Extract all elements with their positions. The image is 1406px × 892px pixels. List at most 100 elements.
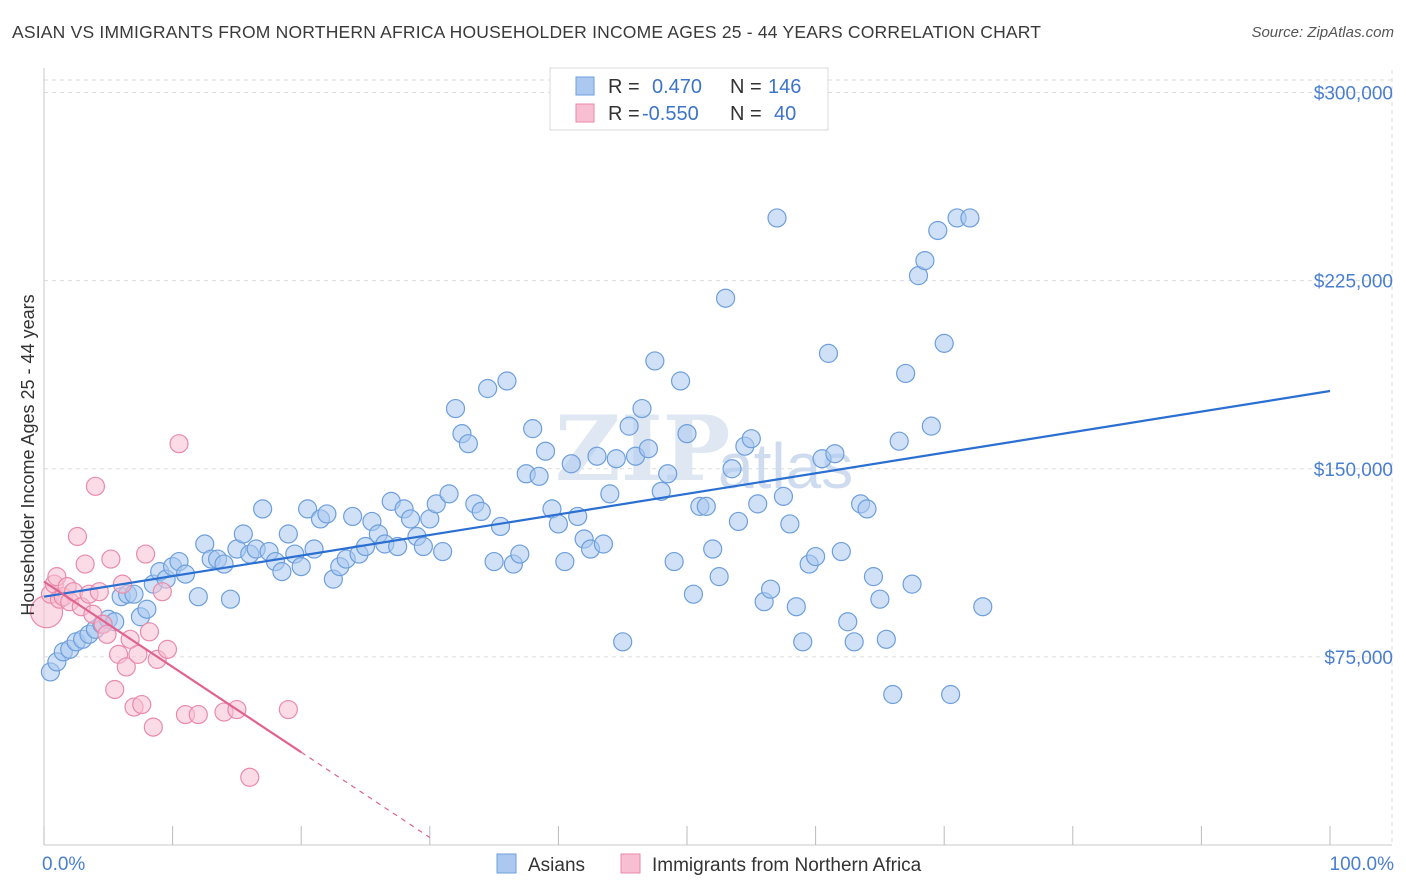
point-asians xyxy=(773,486,794,506)
point-nafrica xyxy=(89,582,109,602)
y-tick-label: $75,000 xyxy=(1324,648,1393,669)
point-asians xyxy=(291,556,311,577)
point-asians xyxy=(818,343,839,363)
point-asians xyxy=(715,288,736,308)
point-asians xyxy=(863,567,884,587)
point-asians xyxy=(960,208,980,228)
point-asians xyxy=(388,536,408,557)
point-asians xyxy=(439,484,459,504)
point-asians xyxy=(728,511,749,532)
point-asians xyxy=(838,612,858,632)
point-nafrica xyxy=(132,694,152,715)
point-asians xyxy=(767,208,787,228)
point-asians xyxy=(786,597,806,617)
point-nafrica xyxy=(75,554,95,574)
point-nafrica xyxy=(157,639,178,659)
chart-title: ASIAN VS IMMIGRANTS FROM NORTHERN AFRICA… xyxy=(12,22,1042,42)
point-nafrica xyxy=(135,544,156,564)
point-asians xyxy=(748,494,768,514)
point-asians xyxy=(619,416,639,436)
point-asians xyxy=(188,587,208,607)
point-asians xyxy=(709,567,729,587)
point-asians xyxy=(857,499,877,519)
y-tick-label: $300,000 xyxy=(1314,84,1393,105)
point-asians xyxy=(703,539,723,559)
point-asians xyxy=(535,441,556,461)
point-nafrica xyxy=(169,434,189,454)
point-asians xyxy=(664,551,684,572)
point-asians xyxy=(400,509,421,529)
bottom-legend-nafrica: Immigrants from Northern Africa xyxy=(652,855,922,876)
point-asians xyxy=(523,419,543,439)
point-asians xyxy=(497,371,517,391)
point-asians xyxy=(253,499,273,519)
point-asians xyxy=(606,449,626,469)
point-nafrica xyxy=(128,644,148,664)
legend-n-value: 146 xyxy=(768,76,801,98)
point-asians xyxy=(805,546,826,567)
bottom-legend-asians: Asians xyxy=(528,855,585,876)
legend: R = 0.470 N = 146 R = -0.550 N = 40 xyxy=(549,67,829,131)
point-asians xyxy=(670,371,691,391)
point-asians xyxy=(490,516,511,537)
point-asians xyxy=(696,496,716,516)
point-asians xyxy=(902,574,922,594)
point-nafrica xyxy=(152,582,172,602)
point-asians xyxy=(278,524,298,544)
point-asians xyxy=(876,629,896,649)
point-asians xyxy=(413,536,433,557)
point-asians xyxy=(651,481,671,501)
y-tick-label: $150,000 xyxy=(1314,460,1393,481)
point-asians xyxy=(677,424,697,444)
legend-swatch-asians xyxy=(575,76,595,96)
point-asians xyxy=(426,494,446,514)
point-asians xyxy=(638,439,659,459)
point-asians xyxy=(831,541,851,562)
point-asians xyxy=(561,454,581,474)
point-asians xyxy=(741,429,761,449)
x-tick-label-max: 100.0% xyxy=(1330,854,1395,875)
point-asians xyxy=(484,551,504,572)
point-asians xyxy=(548,514,569,534)
point-nafrica xyxy=(278,699,298,720)
point-asians xyxy=(600,484,620,504)
point-asians xyxy=(722,459,742,479)
y-tick-labels: $75,000 $150,000 $225,000 $300,000 xyxy=(1314,84,1393,669)
point-asians xyxy=(214,554,234,574)
legend-n-label: N = xyxy=(730,103,762,125)
point-asians xyxy=(889,431,909,451)
trend-line-asians xyxy=(43,389,1331,598)
point-asians xyxy=(458,434,478,454)
bottom-legend-swatch-nafrica xyxy=(620,853,641,874)
point-nafrica xyxy=(105,679,125,700)
point-asians xyxy=(632,398,652,419)
point-asians xyxy=(844,632,864,652)
point-nafrica xyxy=(85,476,106,496)
trend-line-nafrica xyxy=(43,580,302,754)
point-asians xyxy=(780,514,800,534)
legend-n-label: N = xyxy=(730,76,762,98)
legend-r-label: R = xyxy=(608,76,640,98)
point-nafrica xyxy=(101,549,121,569)
point-asians xyxy=(613,632,633,652)
trend-line-nafrica-extension xyxy=(300,751,431,838)
point-asians xyxy=(934,333,954,353)
series-asians xyxy=(40,208,993,705)
point-nafrica xyxy=(67,526,88,547)
point-asians xyxy=(915,250,935,271)
point-asians xyxy=(587,446,607,466)
point-asians xyxy=(510,544,530,564)
point-nafrica xyxy=(240,767,260,787)
point-nafrica xyxy=(97,624,117,644)
point-asians xyxy=(317,504,337,524)
legend-r-value: 0.470 xyxy=(652,76,702,98)
point-asians xyxy=(760,579,781,599)
point-nafrica xyxy=(143,717,163,737)
x-tick-label-min: 0.0% xyxy=(42,854,85,875)
legend-r-label: R = xyxy=(608,103,640,125)
point-asians xyxy=(928,220,948,241)
point-asians xyxy=(793,632,813,652)
point-asians xyxy=(870,589,890,609)
legend-box xyxy=(549,67,829,131)
